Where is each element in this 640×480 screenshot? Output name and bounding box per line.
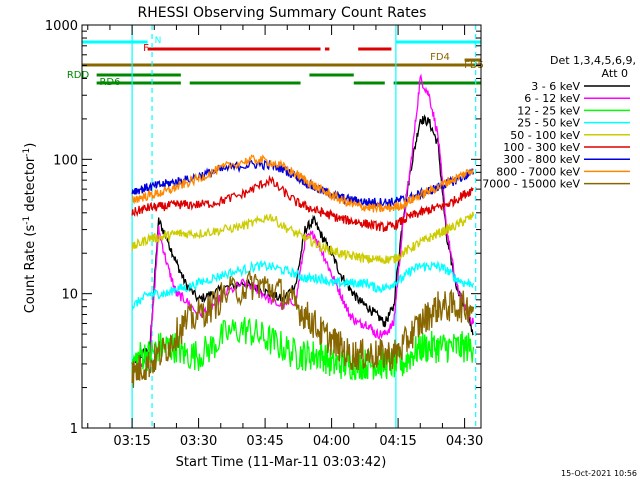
legend-label-2: 6 - 12 keV [524, 92, 580, 105]
legend-label-6: 100 - 300 keV [503, 141, 580, 154]
x-tick-label-03:30: 03:30 [180, 434, 217, 449]
x-tick-label-04:15: 04:15 [379, 434, 416, 449]
y-axis-label: Count Rate (s-1 detector-1) [22, 143, 38, 314]
legend-label-9: 7000 - 15000 keV [482, 178, 580, 191]
series-line-9 [131, 270, 475, 388]
chart-title: RHESSI Observing Summary Count Rates [138, 5, 427, 21]
legend-label-7: 300 - 800 keV [503, 153, 580, 166]
flag-label-fd5: FD5 [464, 60, 484, 71]
series-group [131, 73, 475, 388]
flag-label-rd6: RD6 [99, 77, 120, 88]
y-tick-label-100: 100 [53, 153, 78, 168]
series-line-3 [131, 316, 475, 381]
legend-header-1: Det 1,3,4,5,6,9, [550, 54, 636, 67]
x-tick-label-03:15: 03:15 [113, 434, 150, 449]
series-line-2 [131, 73, 475, 379]
series-line-5 [131, 211, 475, 265]
y-axis-label-sup: -1 [22, 216, 32, 225]
series-line-1 [131, 113, 474, 366]
legend-label-1: 3 - 6 keV [531, 80, 580, 93]
legend-label-5: 50 - 100 keV [510, 129, 580, 142]
y-tick-label-10: 10 [61, 288, 78, 303]
y-axis-label-mid: detector [23, 156, 38, 216]
flag-label-fd4: FD4 [430, 52, 450, 63]
x-axis-label: Start Time (11-Mar-11 03:03:42) [176, 455, 387, 470]
flag-label-f: F [143, 43, 149, 54]
series-line-8 [131, 154, 475, 214]
y-tick-label-1: 1 [70, 422, 78, 437]
legend-label-8: 800 - 7000 keV [496, 165, 580, 178]
y-tick-label-1000: 1000 [45, 19, 78, 34]
flag-label-n: N [155, 36, 162, 46]
x-tick-label-04:00: 04:00 [313, 434, 350, 449]
flag-label-rdd: RDD [67, 70, 90, 81]
axes-group: 1 10 100 1000 03:15 03:30 03:45 04:00 04:15 04:30 [45, 19, 483, 449]
legend-header-2: Att 0 [602, 67, 628, 80]
timestamp: 15-Oct-2021 10:56 [561, 469, 637, 478]
series-line-4 [131, 259, 475, 311]
x-tick-label-03:45: 03:45 [246, 434, 283, 449]
x-tick-label-04:30: 04:30 [446, 434, 483, 449]
series-line-6 [131, 174, 474, 233]
legend-label-3: 12 - 25 keV [517, 104, 580, 117]
y-axis-label-sup2: -1 [22, 148, 32, 157]
flag-bars: NF FD4 FD5 RDD RD6 [67, 36, 484, 88]
y-axis-label-main: Count Rate (s [23, 225, 38, 314]
legend-label-4: 25 - 50 keV [517, 117, 580, 130]
plot-border [81, 24, 482, 429]
y-axis-label-end: ) [23, 143, 38, 148]
